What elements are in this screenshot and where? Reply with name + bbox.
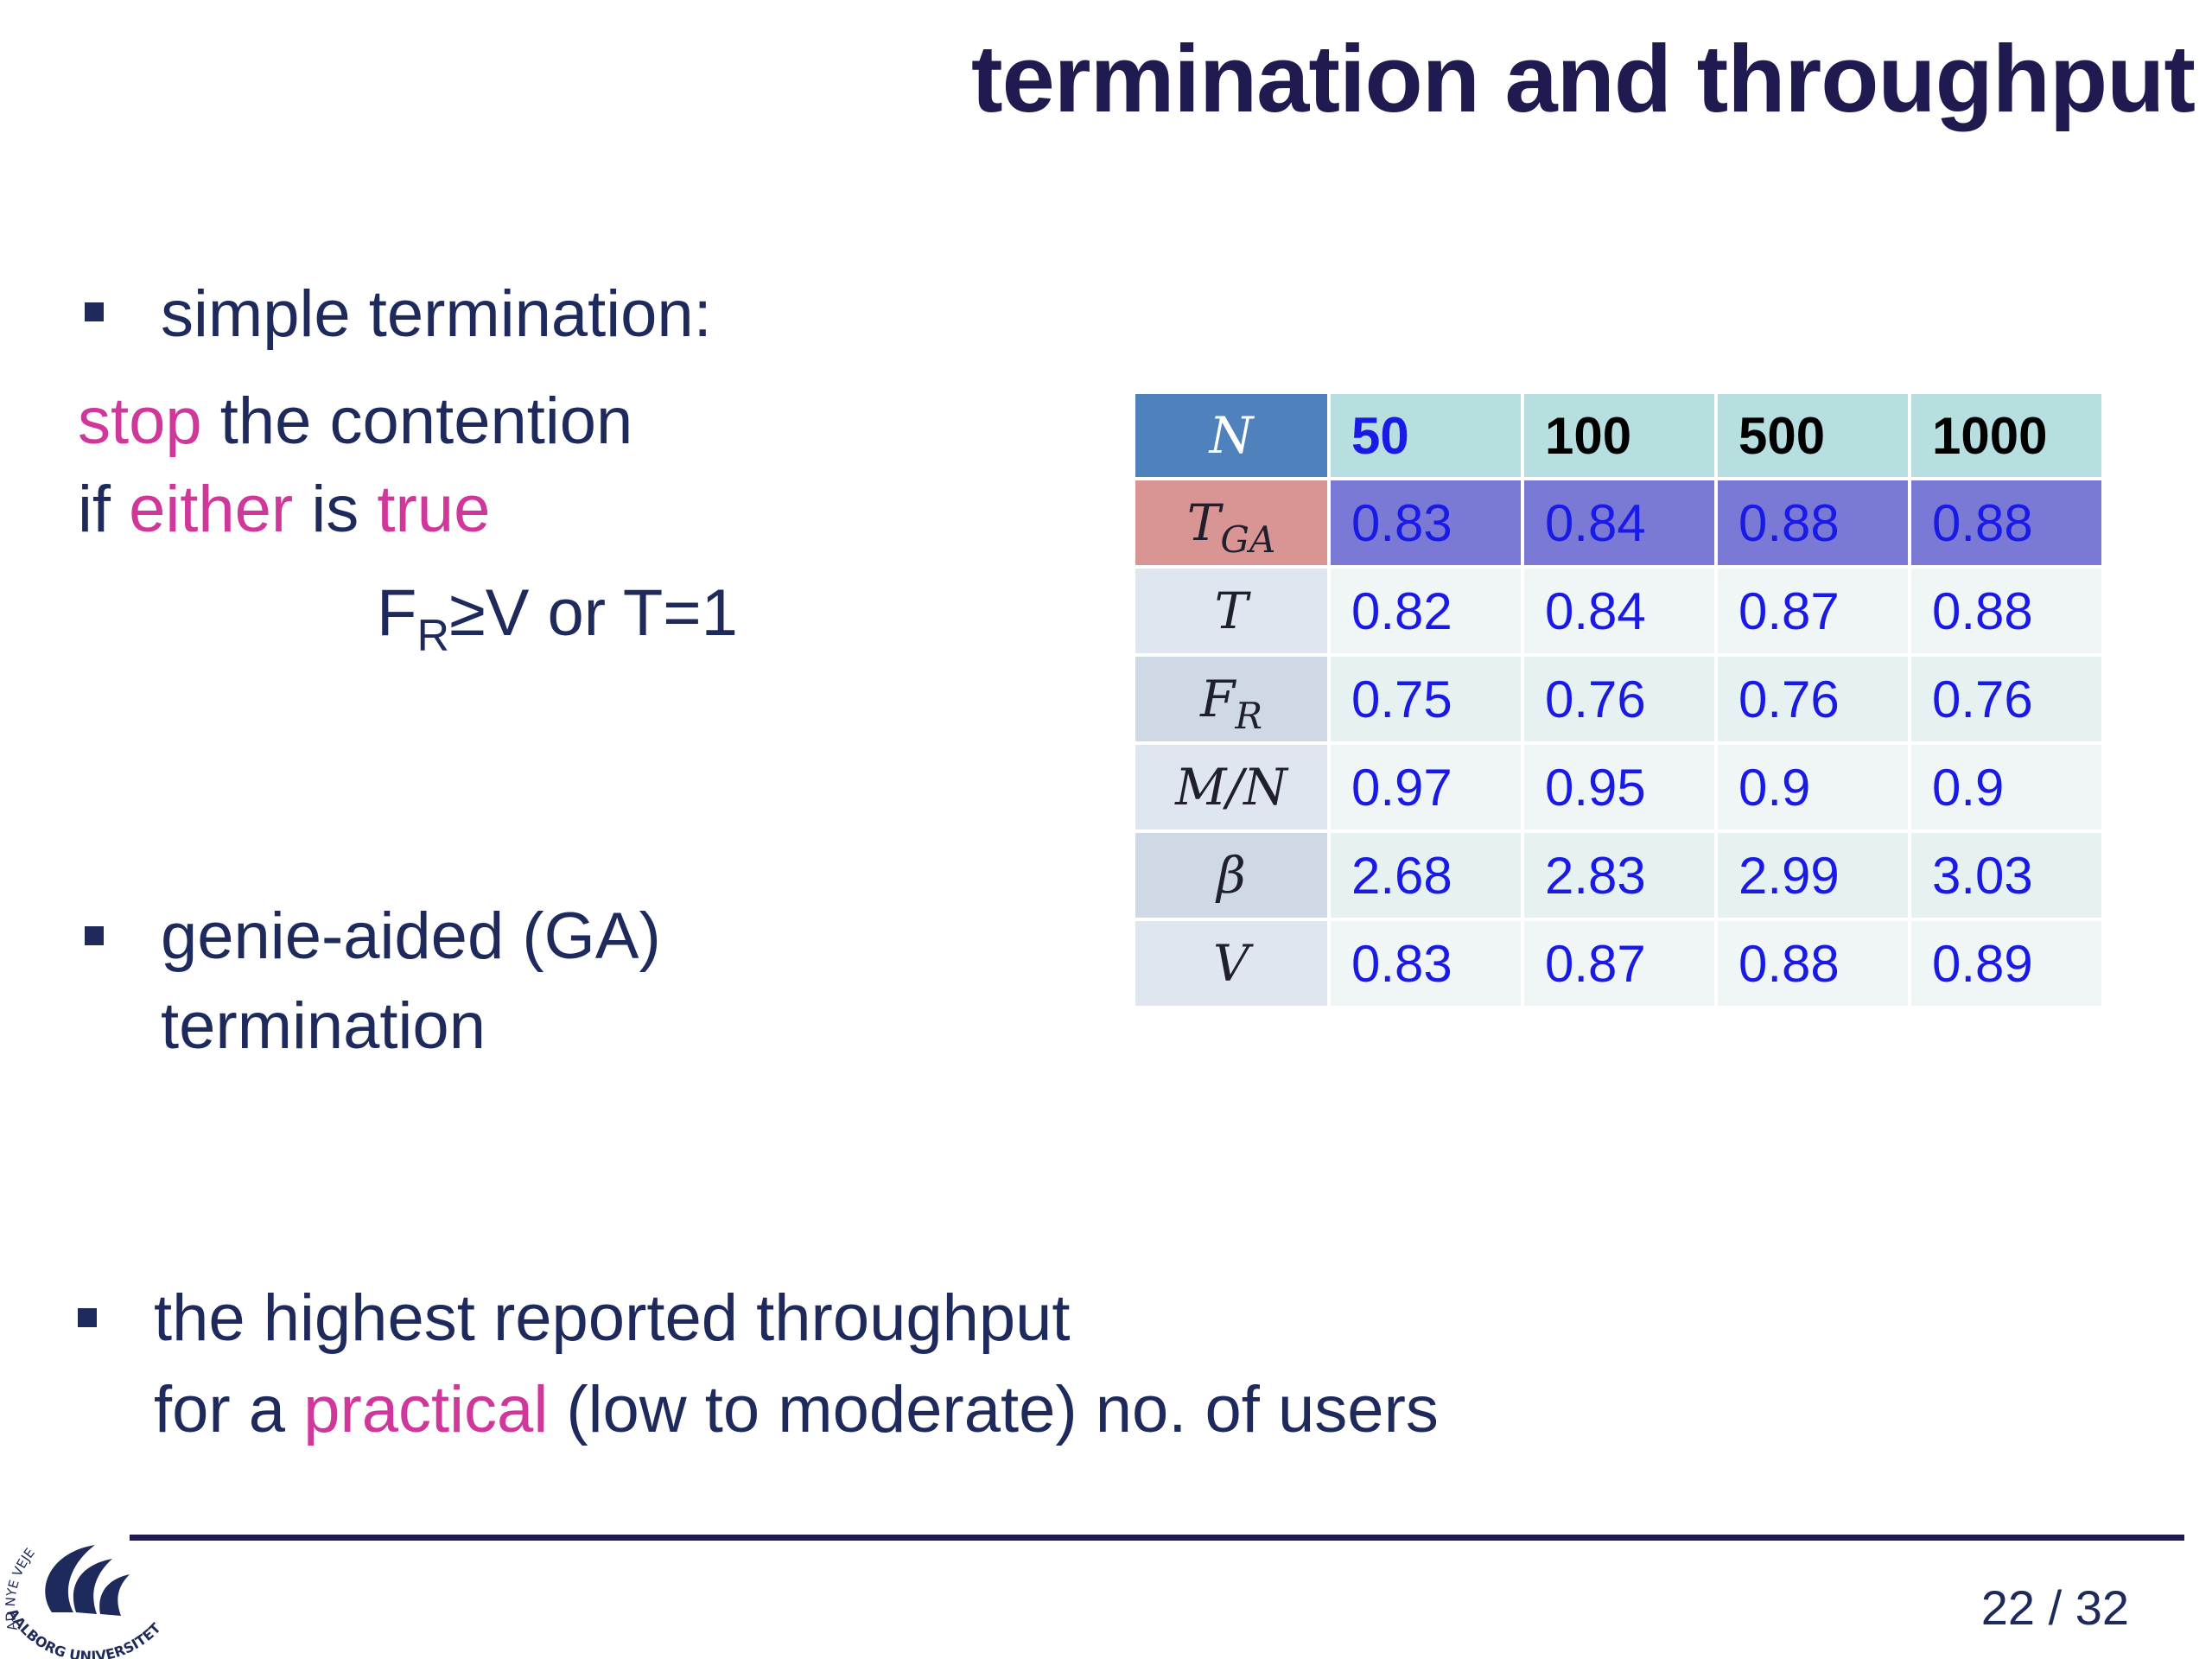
termination-condition: FR≥V or T=1 [377,581,738,659]
condition-sub: R [416,611,449,661]
true-word: true [377,473,491,546]
bullet-throughput-line1: the highest reported throughput [154,1281,1071,1355]
header-col: 50 [1331,394,1521,477]
table-cell: 0.95 [1524,745,1714,830]
condition-rest: ≥V or T=1 [449,576,738,650]
table-cell: 0.88 [1911,480,2101,565]
header-col: 1000 [1911,394,2101,477]
practical-word: practical [303,1373,549,1446]
either-line: if either is true [78,477,490,543]
logo-arc-text-bottom: AALBORG UNIVERSITET [3,1605,163,1659]
table-cell: 0.75 [1331,657,1521,741]
throughput-line2-p1: for a [154,1373,304,1446]
table-cell: 0.83 [1331,921,1521,1006]
table-cell: 0.87 [1524,921,1714,1006]
stop-line-rest: the contention [201,385,633,458]
bullet-marker [78,1308,97,1327]
table-row-mn: M/N 0.97 0.95 0.9 0.9 [1135,745,2101,830]
table-cell: 0.88 [1911,569,2101,653]
bullet-simple-termination: simple termination: [161,277,712,351]
page-title: termination and throughput [970,26,2196,132]
table-cell: 0.9 [1911,745,2101,830]
aalborg-university-logo: AD NYE VEJE AALBORG UNIVERSITET [3,1545,164,1659]
header-col: 100 [1524,394,1714,477]
footer-rule [130,1535,2184,1541]
row-label: M/N [1135,745,1327,830]
table-cell: 0.88 [1718,921,1908,1006]
table-cell: 0.88 [1718,480,1908,565]
row-label-sub: GA [1220,518,1276,561]
bullet-genie-aided-line1: genie-aided (GA) [161,899,661,973]
table-cell: 0.82 [1331,569,1521,653]
table-cell: 2.83 [1524,833,1714,918]
header-n-label: N [1135,394,1327,477]
stop-line: stop the contention [78,389,632,454]
page-number: 22 / 32 [1980,1580,2129,1635]
table-row-v: V 0.83 0.87 0.88 0.89 [1135,921,2101,1006]
bullet-marker [85,926,104,945]
bullet-throughput-line2: for a practical (low to moderate) no. of… [154,1377,1439,1443]
table-row-fr: FR 0.75 0.76 0.76 0.76 [1135,657,2101,741]
table-cell: 0.84 [1524,480,1714,565]
row-label: V [1135,921,1327,1006]
table-cell: 0.76 [1718,657,1908,741]
row-label-main: F [1200,670,1236,728]
table-cell: 0.97 [1331,745,1521,830]
table-cell: 0.83 [1331,480,1521,565]
table-cell: 0.87 [1718,569,1908,653]
row-label: FR [1135,657,1327,741]
condition-f: F [377,576,417,650]
logo-emblem [45,1545,130,1616]
table-cell: 2.99 [1718,833,1908,918]
stop-word: stop [78,385,202,458]
row-label-main: T [1186,493,1221,552]
results-table: N 50 100 500 1000 TGA 0.83 0.84 0.88 0.8… [1132,391,2105,1009]
table-row-t: T 0.82 0.84 0.87 0.88 [1135,569,2101,653]
table-cell: 0.9 [1718,745,1908,830]
bullet-marker [85,302,104,321]
table-row-tga: TGA 0.83 0.84 0.88 0.88 [1135,480,2101,565]
header-col: 500 [1718,394,1908,477]
either-word: either [129,473,294,546]
either-line-p1: if [78,473,130,546]
table-row-beta: β 2.68 2.83 2.99 3.03 [1135,833,2101,918]
table-cell: 0.76 [1911,657,2101,741]
table-header-row: N 50 100 500 1000 [1135,394,2101,477]
either-line-p3: is [293,473,378,546]
row-label: T [1135,569,1327,653]
table-cell: 0.76 [1524,657,1714,741]
table-cell: 2.68 [1331,833,1521,918]
row-label: β [1135,833,1327,918]
row-label-sub: R [1235,695,1262,737]
table-cell: 3.03 [1911,833,2101,918]
table-cell: 0.84 [1524,569,1714,653]
row-label: TGA [1135,480,1327,565]
bullet-genie-aided-line2: termination [161,989,486,1063]
table-cell: 0.89 [1911,921,2101,1006]
throughput-line2-p3: (low to moderate) no. of users [548,1373,1439,1446]
